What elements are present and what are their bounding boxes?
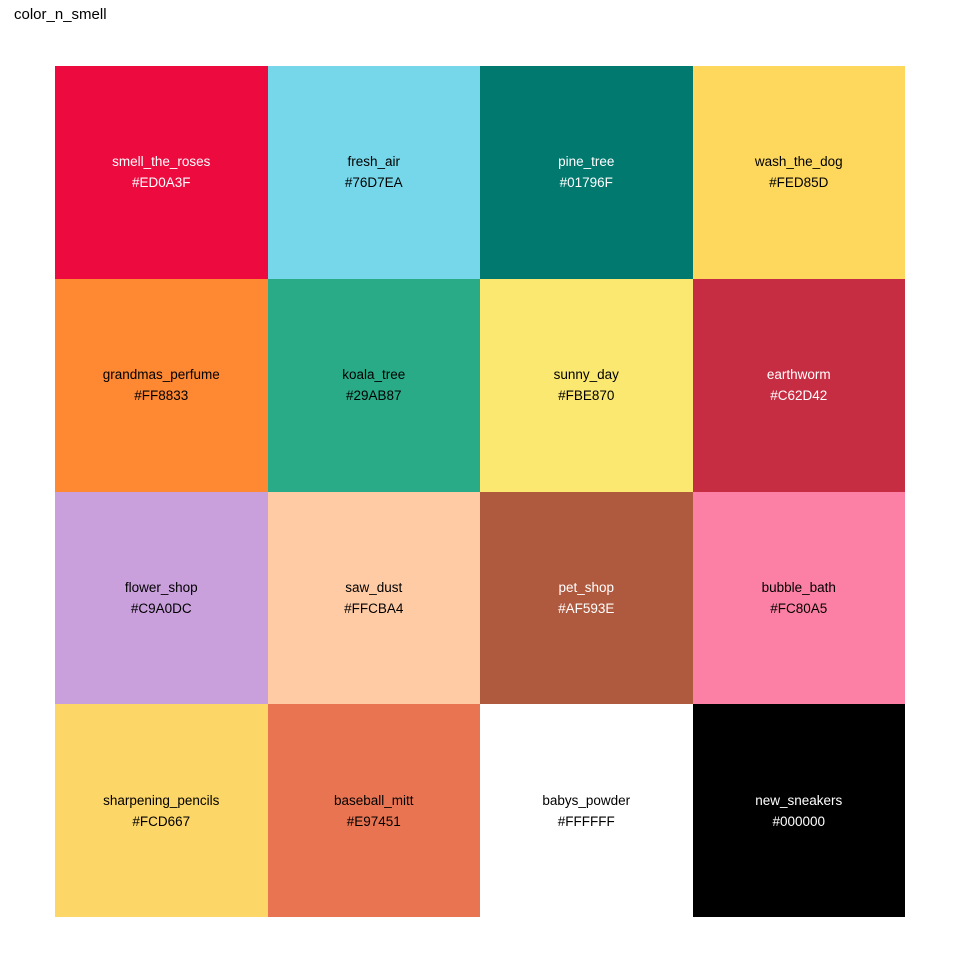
color-tile: wash_the_dog #FED85D xyxy=(692,66,905,279)
color-tile: pet_shop #AF593E xyxy=(480,491,693,705)
color-name-label: grandmas_perfume xyxy=(102,367,220,383)
color-hex-label: #01796F xyxy=(559,175,613,191)
color-tile: flower_shop #C9A0DC xyxy=(55,491,268,705)
color-hex-label: #AF593E xyxy=(558,600,615,616)
color-hex-label: #FCD667 xyxy=(132,813,191,829)
color-name-label: bubble_bath xyxy=(761,579,836,595)
color-tile: new_sneakers #000000 xyxy=(692,704,905,917)
color-name-label: babys_powder xyxy=(542,792,631,808)
color-tile: earthworm #C62D42 xyxy=(692,278,905,492)
color-tile: fresh_air #76D7EA xyxy=(267,66,480,279)
color-name-label: pet_shop xyxy=(558,579,615,595)
color-hex-label: #C9A0DC xyxy=(130,600,192,616)
color-name-label: baseball_mitt xyxy=(333,792,414,808)
color-hex-label: #FED85D xyxy=(769,175,829,191)
color-grid: smell_the_roses #ED0A3F fresh_air #76D7E… xyxy=(55,66,905,917)
color-name-label: sharpening_pencils xyxy=(103,792,220,808)
color-name-label: pine_tree xyxy=(558,154,615,170)
color-tile: baseball_mitt #E97451 xyxy=(267,704,480,917)
color-hex-label: #FFFFFF xyxy=(557,813,615,829)
color-tile: sharpening_pencils #FCD667 xyxy=(55,704,268,917)
figure-title: color_n_smell xyxy=(14,6,107,23)
color-tile: grandmas_perfume #FF8833 xyxy=(55,278,268,492)
color-name-label: smell_the_roses xyxy=(112,154,211,170)
color-hex-label: #FC80A5 xyxy=(770,600,828,616)
color-tile: smell_the_roses #ED0A3F xyxy=(55,66,268,279)
color-tile: bubble_bath #FC80A5 xyxy=(692,491,905,705)
color-tile: koala_tree #29AB87 xyxy=(267,278,480,492)
color-tile: pine_tree #01796F xyxy=(480,66,693,279)
color-tile: saw_dust #FFCBA4 xyxy=(267,491,480,705)
color-hex-label: #76D7EA xyxy=(344,175,403,191)
color-hex-label: #E97451 xyxy=(346,813,401,829)
color-hex-label: #29AB87 xyxy=(345,388,402,404)
color-hex-label: #C62D42 xyxy=(770,388,828,404)
color-name-label: fresh_air xyxy=(347,154,401,170)
color-name-label: earthworm xyxy=(766,367,831,383)
color-tile: babys_powder #FFFFFF xyxy=(480,704,693,917)
color-hex-label: #000000 xyxy=(772,813,826,829)
color-name-label: saw_dust xyxy=(345,579,403,595)
color-name-label: koala_tree xyxy=(342,367,406,383)
color-hex-label: #ED0A3F xyxy=(131,175,191,191)
color-hex-label: #FBE870 xyxy=(558,388,615,404)
color-tile: sunny_day #FBE870 xyxy=(480,278,693,492)
color-hex-label: #FF8833 xyxy=(134,388,189,404)
color-name-label: new_sneakers xyxy=(755,792,843,808)
color-name-label: wash_the_dog xyxy=(754,154,843,170)
color-name-label: flower_shop xyxy=(124,579,198,595)
color-name-label: sunny_day xyxy=(553,367,619,383)
color-hex-label: #FFCBA4 xyxy=(344,600,404,616)
